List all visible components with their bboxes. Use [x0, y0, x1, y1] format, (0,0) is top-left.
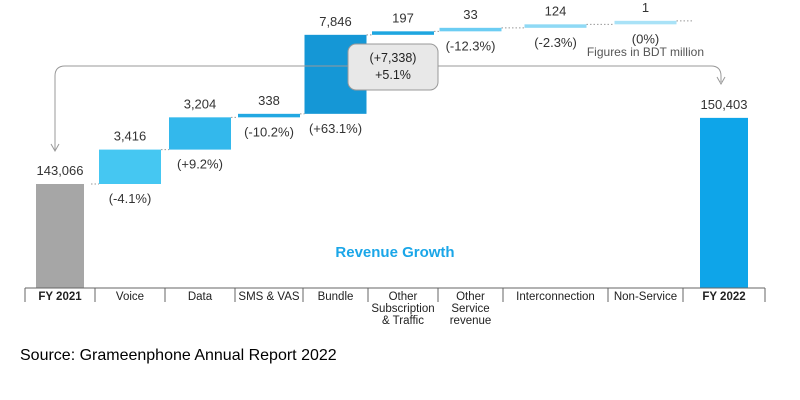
arrow-right-icon — [716, 76, 726, 86]
growth-label-7: (-12.3%) — [446, 38, 496, 53]
category-label-1: FY 2021 — [38, 291, 82, 303]
value-label-6: 197 — [392, 10, 414, 25]
bar-1 — [36, 184, 84, 288]
category-label-4: SMS & VAS — [238, 291, 299, 303]
annotation-change: (+7,338) — [370, 51, 417, 65]
annotation-box — [347, 43, 439, 91]
center-label: Revenue Growth — [335, 244, 454, 261]
category-label-3: Data — [188, 291, 213, 303]
annotation-pct: +5.1% — [375, 68, 411, 82]
bar-9 — [614, 20, 677, 25]
bar-8 — [524, 24, 587, 28]
value-label-8: 124 — [545, 3, 567, 18]
growth-label-8: (-2.3%) — [534, 35, 577, 50]
growth-label-2: (-4.1%) — [109, 191, 152, 206]
bar-3 — [169, 117, 231, 150]
value-label-2: 3,416 — [114, 129, 147, 144]
bar-6 — [372, 31, 434, 35]
category-label-6: Other Subscription & Traffic — [371, 291, 434, 327]
value-label-9: 1 — [642, 0, 649, 15]
growth-label-9: (0%) — [632, 31, 659, 46]
bar-2 — [99, 149, 161, 184]
category-label-5: Bundle — [318, 291, 354, 303]
category-label-9: Non-Service — [614, 291, 677, 303]
units-note: Figures in BDT million — [587, 45, 704, 59]
source-note: Source: Grameenphone Annual Report 2022 — [20, 347, 337, 364]
bar-10 — [700, 117, 748, 289]
category-label-2: Voice — [116, 291, 144, 303]
value-label-4: 338 — [258, 93, 280, 108]
value-label-1: 143,066 — [37, 163, 84, 178]
bar-4 — [238, 113, 300, 118]
category-label-10: FY 2022 — [702, 291, 745, 303]
value-label-5: 7,846 — [319, 14, 352, 29]
value-label-7: 33 — [463, 7, 477, 22]
growth-label-4: (-10.2%) — [244, 124, 294, 139]
value-label-3: 3,204 — [184, 96, 217, 111]
category-label-8: Interconnection — [516, 291, 595, 303]
arrow-left-icon — [50, 143, 60, 153]
bar-7 — [439, 27, 502, 32]
category-label-7: Other Service revenue — [450, 291, 492, 327]
growth-label-3: (+9.2%) — [177, 157, 223, 172]
value-label-10: 150,403 — [701, 97, 748, 112]
growth-label-5: (+63.1%) — [309, 121, 362, 136]
